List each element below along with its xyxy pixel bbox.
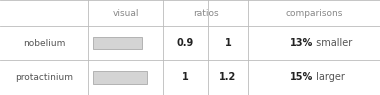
Text: 1: 1 (225, 38, 231, 48)
Text: visual: visual (112, 8, 139, 17)
Text: comparisons: comparisons (285, 8, 343, 17)
Text: protactinium: protactinium (15, 73, 73, 82)
Text: 13%: 13% (290, 38, 313, 48)
Text: 0.9: 0.9 (177, 38, 194, 48)
Bar (93, 37, 142, 49)
Bar (93, 71, 147, 84)
Text: nobelium: nobelium (23, 38, 65, 48)
Text: 15%: 15% (290, 72, 313, 82)
Text: 1.2: 1.2 (219, 72, 237, 82)
Text: smaller: smaller (313, 38, 352, 48)
Text: ratios: ratios (193, 8, 218, 17)
Text: 1: 1 (182, 72, 189, 82)
Text: larger: larger (313, 72, 345, 82)
